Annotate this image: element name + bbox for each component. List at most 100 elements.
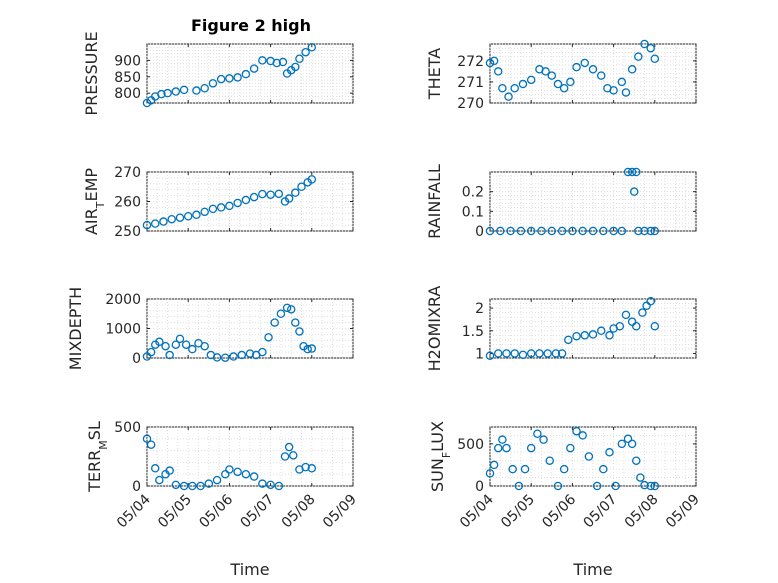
- data-point: [307, 43, 317, 52]
- y-axis-label: THETA: [425, 48, 444, 100]
- data-point: [188, 481, 197, 491]
- y-tick-label: 260: [114, 195, 141, 211]
- data-point: [578, 226, 587, 236]
- y-tick-label: 2000: [105, 292, 141, 308]
- data-point: [493, 443, 503, 453]
- data-point: [551, 349, 561, 358]
- data-point: [284, 442, 294, 452]
- data-point: [638, 308, 647, 317]
- data-point: [216, 74, 226, 84]
- data-point: [291, 62, 300, 72]
- data-point: [307, 464, 317, 473]
- grid: [489, 43, 697, 104]
- data-point: [171, 480, 181, 490]
- data-point: [142, 220, 152, 230]
- data-point: [596, 71, 606, 80]
- y-tick-label: 0: [475, 479, 484, 495]
- y-axis-label-suffix: LUX: [428, 421, 447, 452]
- data-point: [175, 213, 185, 222]
- data-point: [295, 54, 304, 64]
- x-tick-label: 05/09: [663, 492, 703, 532]
- data-point: [634, 52, 643, 61]
- data-point: [605, 331, 614, 340]
- data-point: [241, 469, 251, 479]
- data-point: [617, 77, 627, 87]
- y-axis-label: SUNFLUX: [428, 421, 453, 492]
- data-point: [572, 331, 581, 341]
- data-point: [504, 92, 513, 101]
- data-point: [280, 452, 290, 461]
- data-point: [192, 210, 201, 220]
- data-point: [580, 331, 590, 340]
- data-point: [526, 443, 536, 453]
- data-point: [498, 435, 507, 444]
- grid: [146, 171, 354, 232]
- data-point: [623, 434, 633, 444]
- axes-air_temp: 250 260 270 AIRTEMP: [82, 165, 354, 240]
- x-axis-label: Time: [572, 560, 612, 579]
- data-point: [212, 353, 222, 362]
- data-point: [181, 340, 191, 349]
- data-point: [646, 226, 655, 236]
- data-point: [514, 481, 524, 491]
- data-point: [216, 203, 226, 212]
- x-tick-label: 05/04: [114, 491, 154, 531]
- y-tick-label: 250: [114, 224, 141, 240]
- data-point: [225, 465, 234, 474]
- data-point: [200, 84, 209, 93]
- data-point: [516, 226, 526, 236]
- data-point: [543, 349, 552, 358]
- data-point: [289, 451, 298, 460]
- data-point: [596, 326, 606, 336]
- data-point: [510, 349, 519, 358]
- series-markers: [485, 39, 660, 101]
- x-tick-label: 05/07: [581, 492, 621, 532]
- y-axis-label-sub: T: [94, 201, 107, 209]
- data-point: [301, 462, 310, 472]
- data-point: [493, 349, 503, 358]
- data-point: [502, 349, 511, 358]
- grid: [489, 426, 697, 487]
- data-point: [485, 226, 495, 236]
- data-point: [150, 464, 160, 473]
- data-point: [249, 64, 259, 73]
- y-axis-label: RAINFALL: [425, 164, 444, 239]
- data-point: [572, 62, 581, 72]
- data-point: [233, 73, 242, 82]
- data-point: [157, 89, 166, 99]
- y-tick-label: 270: [114, 165, 141, 181]
- data-point: [208, 204, 218, 214]
- y-axis-label-main: H2OMIXRA: [425, 286, 444, 372]
- data-point: [175, 334, 185, 344]
- data-point: [627, 65, 637, 74]
- y-axis-label-main: TERR: [85, 450, 104, 493]
- data-point: [258, 189, 267, 199]
- data-point: [632, 456, 641, 465]
- data-point: [640, 226, 649, 236]
- data-point: [510, 84, 519, 93]
- data-point: [489, 460, 499, 470]
- y-tick-label: 2: [475, 301, 484, 317]
- data-point: [258, 479, 267, 488]
- data-point: [208, 79, 218, 88]
- data-point: [266, 190, 275, 199]
- data-point: [526, 75, 536, 85]
- axes-frame: [489, 171, 697, 232]
- data-point: [592, 481, 602, 491]
- x-tick-label: 05/05: [498, 492, 538, 532]
- data-point: [518, 79, 528, 89]
- data-point: [650, 226, 660, 236]
- y-axis-label: H2OMIXRA: [425, 286, 444, 372]
- data-point: [276, 309, 286, 318]
- data-point: [212, 475, 222, 485]
- data-point: [535, 349, 544, 358]
- y-tick-label: 0: [132, 479, 141, 495]
- data-point: [621, 310, 631, 320]
- data-point: [179, 481, 189, 491]
- y-axis-label: PRESSURE: [82, 31, 101, 115]
- y-tick-label: 0.2: [462, 185, 484, 201]
- y-axis-label-sub: F: [440, 452, 453, 458]
- data-point: [188, 344, 197, 354]
- data-point: [171, 87, 181, 96]
